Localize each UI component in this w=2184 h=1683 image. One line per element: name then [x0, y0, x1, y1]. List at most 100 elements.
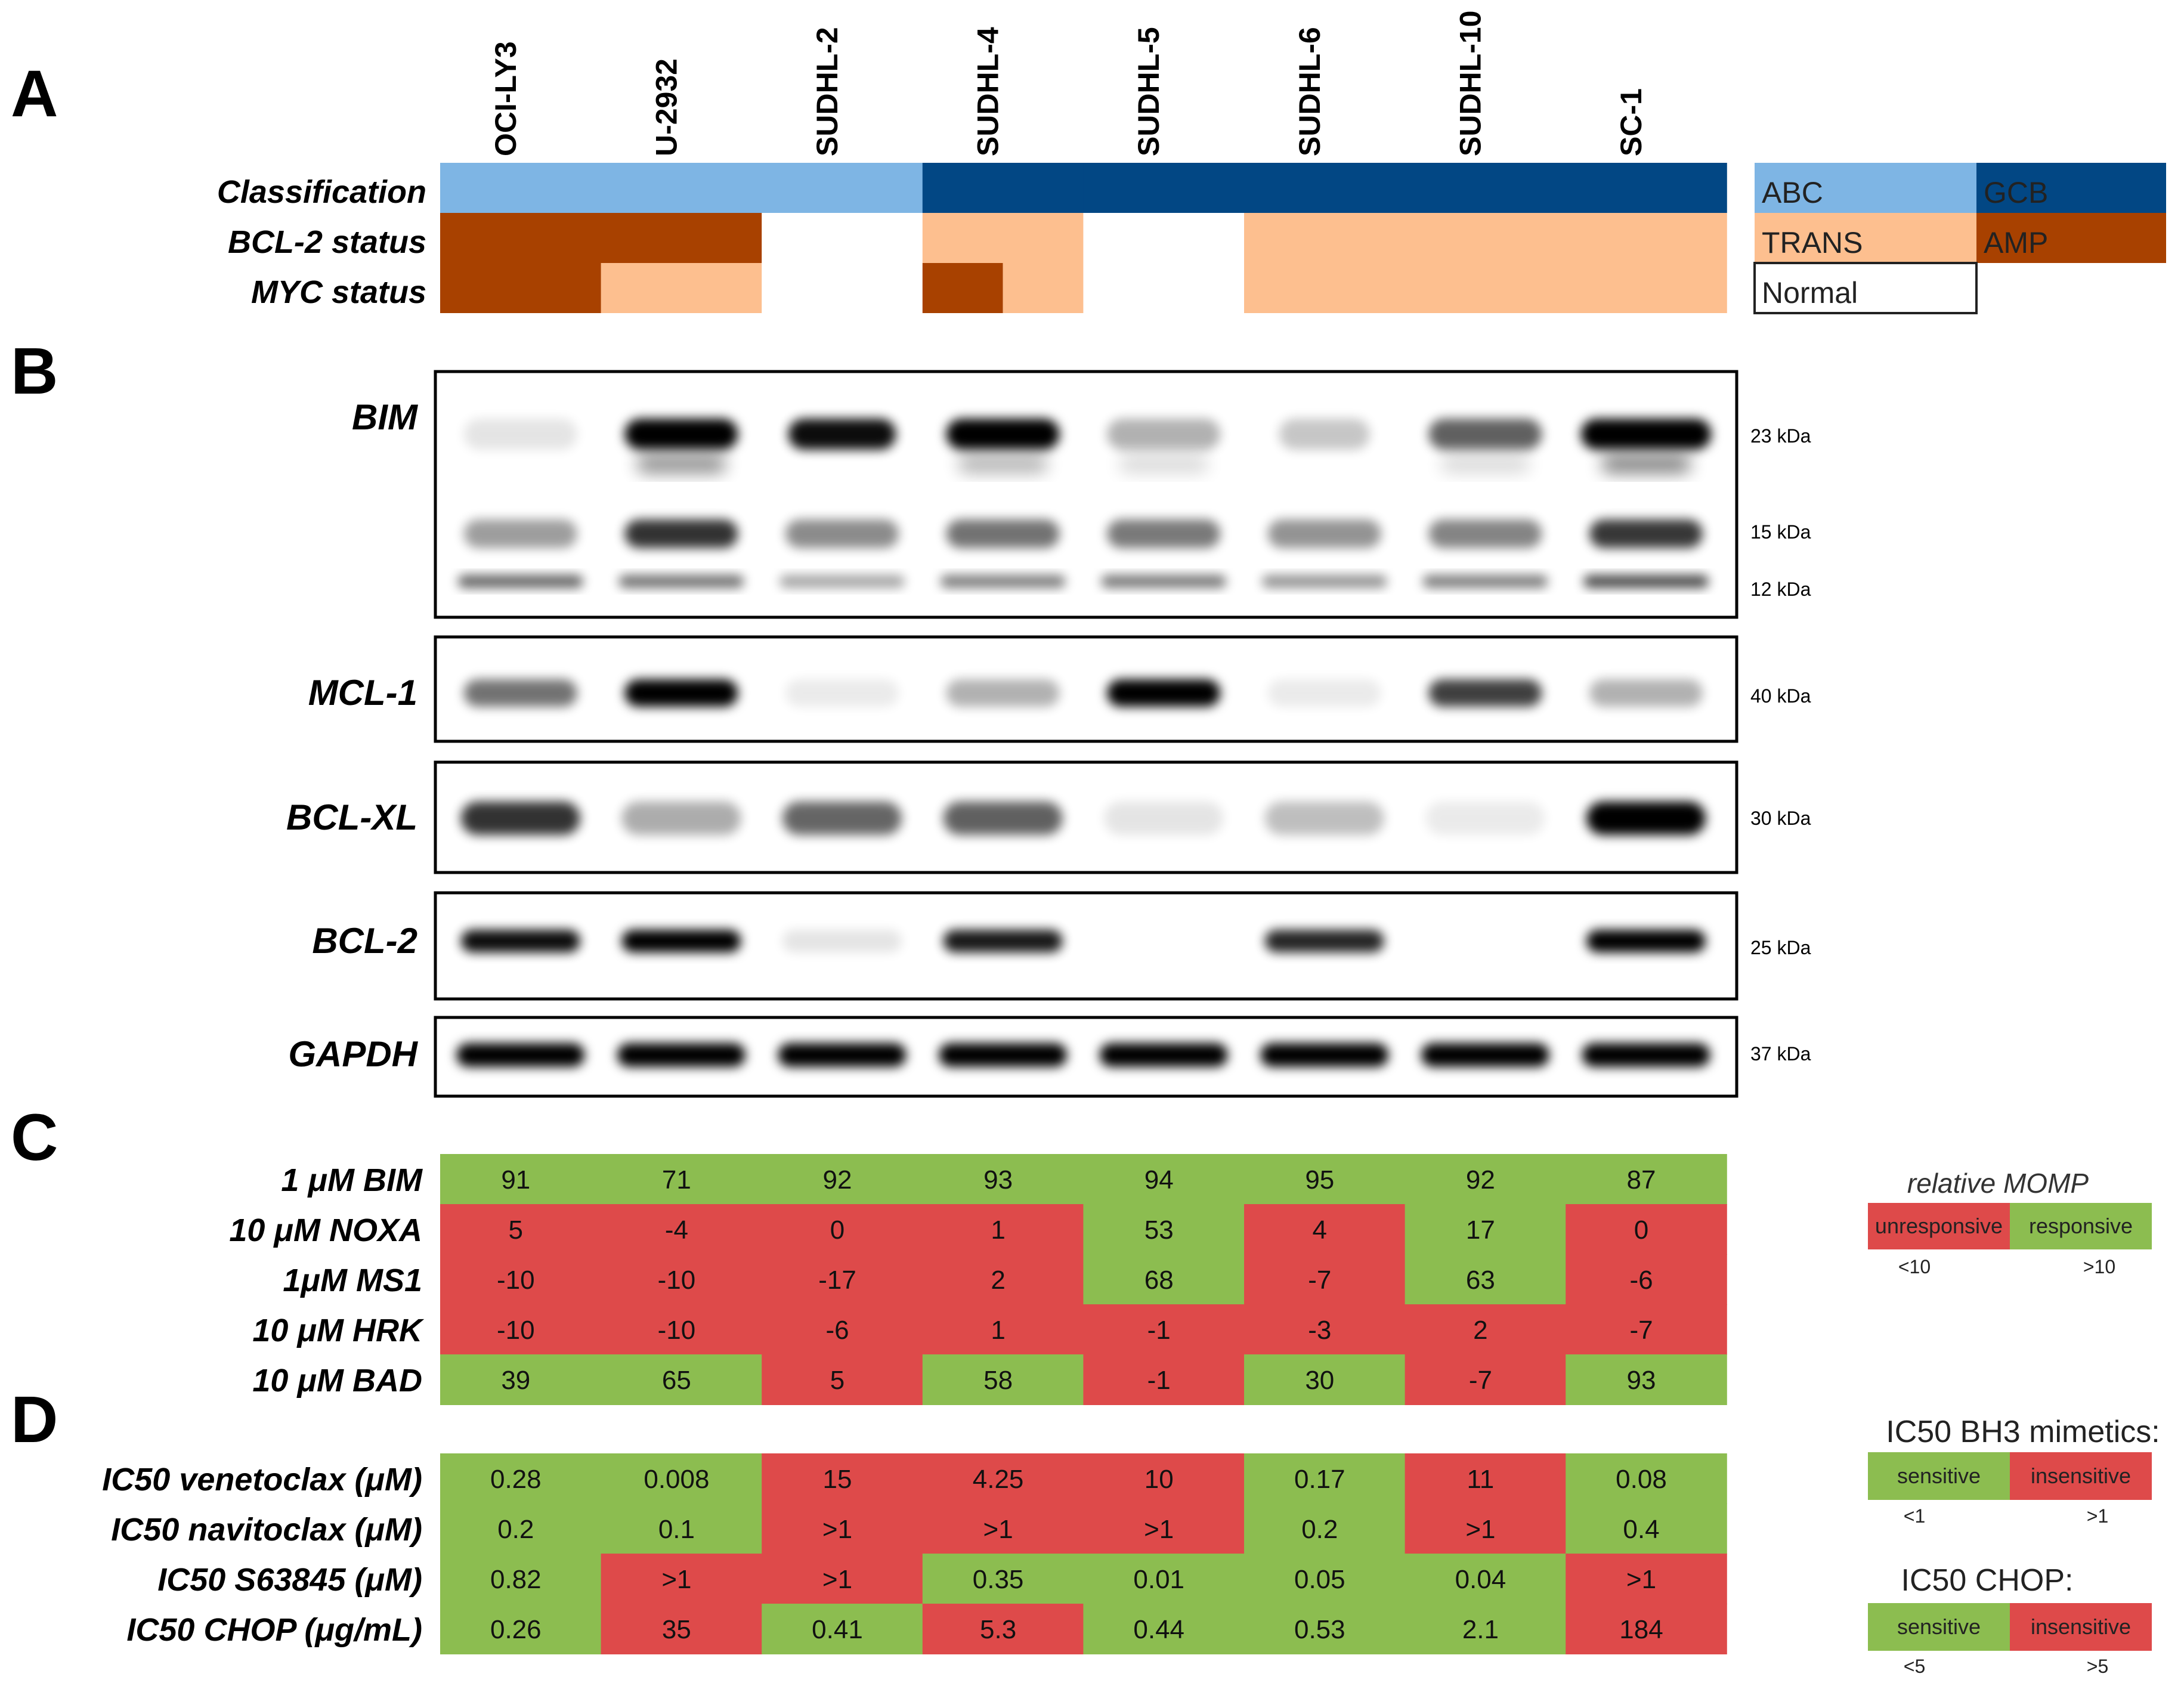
ic50-value: 0.35 — [973, 1565, 1024, 1594]
momp-value: 92 — [823, 1165, 852, 1195]
momp-value: 68 — [1144, 1266, 1174, 1295]
momp-value: 2 — [991, 1266, 1005, 1295]
myc-status-cell — [1405, 263, 1567, 313]
blot-band — [1107, 419, 1221, 450]
momp-value: 30 — [1305, 1366, 1334, 1395]
bh3-legend-swatch-sensitive — [1868, 1452, 2010, 1500]
momp-value: 92 — [1466, 1165, 1495, 1195]
legend-label-amp: AMP — [1984, 226, 2048, 259]
blot-band — [1440, 455, 1530, 473]
momp-legend: relative MOMP unresponsive responsive <1… — [1868, 1168, 2152, 1277]
panel-label-b: B — [11, 335, 58, 408]
ic50-cell — [1083, 1503, 1245, 1554]
chop-legend-label-sensitive: sensitive — [1897, 1614, 1981, 1639]
blot-band — [460, 802, 580, 835]
blot-band — [1582, 1043, 1710, 1067]
ic50-cell — [922, 1503, 1084, 1554]
momp-value: -7 — [1308, 1266, 1331, 1295]
ic50-cell — [440, 1604, 602, 1654]
cell-line-headers: OCI-LY3 U-2932 SUDHL-2 SUDHL-4 SUDHL-5 SUDHL-… — [489, 11, 1648, 156]
blot-band — [943, 802, 1063, 835]
momp-cell — [762, 1204, 923, 1255]
blot-band — [1107, 679, 1221, 707]
momp-value: 94 — [1144, 1165, 1174, 1195]
ic50-value: >1 — [1144, 1515, 1174, 1544]
blot-band — [785, 519, 899, 548]
panel-d-ic50-table: IC50 venetoclax (μM) IC50 navitoclax (μM)… — [102, 1415, 2160, 1677]
marker-25kda: 25 kDa — [1750, 937, 1811, 958]
blot-bcl2: BCL-2 25 kDa — [312, 891, 1811, 1001]
marker-40kda: 40 kDa — [1750, 685, 1811, 707]
legend-label-unresponsive: unresponsive — [1875, 1214, 2003, 1238]
momp-value: -7 — [1469, 1366, 1492, 1395]
momp-cell — [1244, 1354, 1406, 1405]
chop-legend: IC50 CHOP: sensitive insensitive <5 >5 — [1868, 1563, 2152, 1677]
ic50-value: 0.2 — [1301, 1515, 1338, 1544]
blot-band — [778, 1043, 907, 1067]
momp-cell — [1083, 1254, 1245, 1305]
ic50-value: >1 — [822, 1565, 852, 1594]
bcl2-status-cell — [601, 213, 763, 263]
momp-cell — [1566, 1354, 1727, 1405]
ic50-cell — [1244, 1604, 1406, 1654]
ic50-cell — [762, 1453, 923, 1504]
ic50-value: 2.1 — [1462, 1615, 1499, 1644]
momp-value: 93 — [1627, 1366, 1656, 1395]
ic50-value: 0.05 — [1294, 1565, 1345, 1594]
blot-band — [460, 930, 580, 952]
momp-cell — [1566, 1254, 1727, 1305]
ic50-cell — [1566, 1554, 1727, 1604]
blot-band — [636, 455, 726, 473]
ic50-cell — [1405, 1503, 1567, 1554]
legend-swatch-trans — [1755, 213, 1976, 263]
myc-status-cell — [762, 263, 923, 313]
blot-bim: BIM 23 kDa 15 kDa 12 kDa — [352, 370, 1811, 619]
blot-band — [1264, 930, 1384, 952]
blot-band — [1119, 455, 1209, 473]
ic50-drug-label: IC50 S63845 (μM) — [157, 1562, 422, 1598]
blot-band — [946, 519, 1060, 548]
blot-label-mcl1: MCL-1 — [308, 673, 417, 713]
momp-value: -10 — [497, 1316, 535, 1345]
blot-band — [958, 455, 1048, 473]
ic50-cell — [440, 1503, 602, 1554]
ic50-drug-label: IC50 venetoclax (μM) — [102, 1462, 422, 1498]
ic50-drug-label: IC50 navitoclax (μM) — [111, 1512, 422, 1548]
blot-label-gapdh: GAPDH — [288, 1034, 418, 1074]
momp-value: -1 — [1147, 1316, 1171, 1345]
momp-cell — [762, 1254, 923, 1305]
blot-band — [1425, 802, 1545, 835]
ic50-value: 0.08 — [1616, 1465, 1667, 1494]
blot-band — [782, 802, 902, 835]
momp-cell — [1566, 1154, 1727, 1205]
blot-band — [779, 575, 905, 588]
ic50-cell — [1083, 1453, 1245, 1504]
ic50-value: 11 — [1467, 1465, 1495, 1494]
momp-cell — [601, 1204, 763, 1255]
row-label-classification: Classification — [217, 174, 426, 210]
blot-bclxl: BCL-XL 30 kDa — [286, 760, 1811, 874]
momp-value: 2 — [1473, 1316, 1487, 1345]
ic50-cell — [440, 1554, 602, 1604]
blot-band — [1264, 802, 1384, 835]
blot-band — [463, 519, 577, 548]
blot-band — [617, 1043, 745, 1067]
blot-band — [621, 802, 741, 835]
blot-band — [1267, 519, 1381, 548]
ic50-value: 0.44 — [1133, 1615, 1184, 1644]
ic50-cell — [601, 1503, 763, 1554]
momp-cell — [762, 1304, 923, 1355]
legend-label-trans: TRANS — [1762, 226, 1863, 259]
blot-band — [782, 930, 902, 952]
ic50-cell — [1244, 1453, 1406, 1504]
ic50-cell — [922, 1554, 1084, 1604]
ic50-value: 4.25 — [973, 1465, 1024, 1494]
marker-30kda: 30 kDa — [1750, 808, 1811, 829]
momp-cell — [1566, 1304, 1727, 1355]
row-label-myc-status: MYC status — [251, 274, 426, 310]
bh3-peptide-label: 1μM MS1 — [283, 1263, 422, 1298]
momp-cell — [440, 1204, 602, 1255]
ic50-value: >1 — [822, 1515, 852, 1544]
myc-status-cell — [1244, 263, 1406, 313]
